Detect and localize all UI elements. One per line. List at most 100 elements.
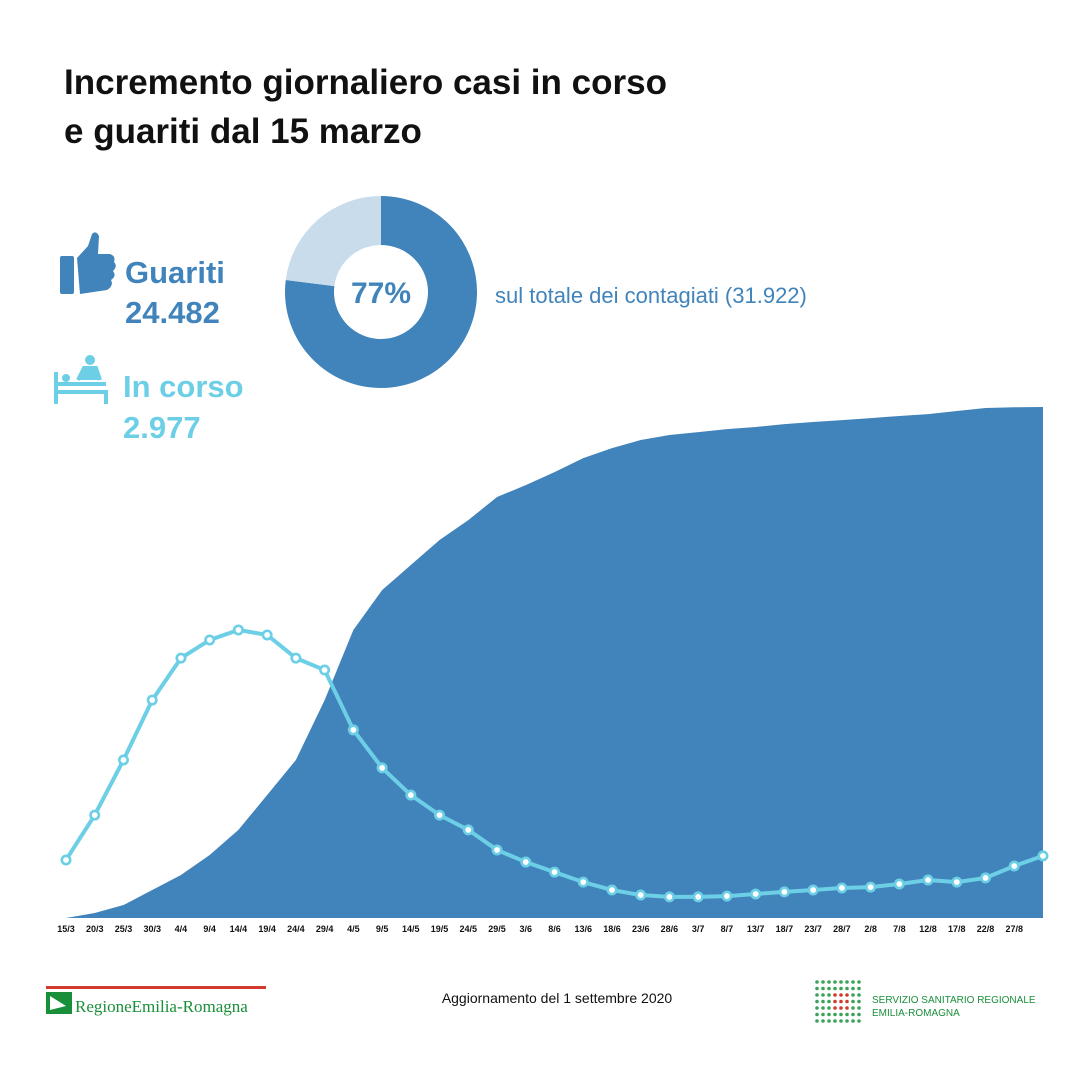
logo-dot: [857, 993, 861, 997]
logo-dot: [815, 980, 819, 984]
legend-total: 24.482: [125, 295, 220, 330]
logo-dot: [839, 1019, 843, 1023]
point: [117, 754, 129, 766]
x-tick-label: 9/4: [203, 924, 216, 934]
x-tick-label: 18/6: [603, 924, 621, 934]
point: [980, 872, 992, 884]
logo-dot: [851, 1012, 855, 1017]
point: [1008, 860, 1020, 872]
x-tick-label: 13/7: [747, 924, 765, 934]
point: [692, 891, 704, 903]
point: [347, 724, 359, 736]
point: [261, 629, 273, 641]
logo-dot: [833, 1019, 837, 1023]
logo-dot: [821, 1019, 825, 1023]
logo-text: SERVIZIO SANITARIO REGIONALE: [872, 995, 1036, 1006]
donut-slice: [285, 196, 478, 388]
point: [836, 882, 848, 894]
logo-dot: [851, 993, 855, 997]
logo-dot: [833, 980, 837, 984]
logo-dot: [827, 980, 831, 984]
logo-dot: [815, 1012, 819, 1017]
title-line: e guariti dal 15 marzo: [64, 112, 422, 151]
title-line: Incremento giornaliero casi in corso: [64, 63, 667, 102]
logo-dot: [851, 986, 855, 991]
legend-label: In corso: [123, 369, 244, 404]
logo-dot: [839, 999, 843, 1004]
logo-dot: [821, 980, 825, 984]
point: [778, 886, 790, 898]
area: [66, 406, 1043, 918]
logo-dot: [851, 999, 855, 1004]
logo-dot: [857, 999, 861, 1004]
point: [462, 824, 474, 836]
point: [204, 634, 216, 646]
donut-slice: [285, 196, 381, 287]
x-tick-label: 19/5: [431, 924, 449, 934]
logo-dot: [827, 1012, 831, 1017]
x-tick-label: 28/6: [661, 924, 679, 934]
logo-dot: [857, 980, 861, 984]
logo-dot: [845, 1012, 849, 1017]
logo-dot: [821, 1012, 825, 1017]
logo-dot: [827, 986, 831, 991]
logo-dot: [833, 999, 837, 1004]
logo-dot: [851, 1006, 855, 1010]
point: [635, 889, 647, 901]
logo-dot: [839, 1006, 843, 1010]
logo-dot: [821, 993, 825, 997]
logo-dot: [845, 993, 849, 997]
logo-dot: [827, 999, 831, 1004]
x-tick-label: 23/7: [804, 924, 822, 934]
donut-label: 77%: [351, 277, 411, 310]
logo-dot: [821, 1006, 825, 1010]
x-tick-label: 4/5: [347, 924, 360, 934]
logo-dot: [815, 986, 819, 991]
x-tick-label: 19/4: [258, 924, 276, 934]
x-tick-label: 30/3: [143, 924, 161, 934]
logo-dot: [827, 1019, 831, 1023]
point: [577, 876, 589, 888]
logo-dot: [815, 1006, 819, 1010]
logo-text: EMILIA-ROMAGNA: [872, 1008, 960, 1019]
point: [951, 876, 963, 888]
x-tick-label: 8/6: [548, 924, 561, 934]
point: [606, 884, 618, 896]
point: [405, 789, 417, 801]
point: [232, 624, 244, 636]
logo-dot: [833, 1006, 837, 1010]
donut: 77%: [285, 196, 478, 388]
logo-dot: [845, 1006, 849, 1010]
point: [865, 881, 877, 893]
x-tick-label: 27/8: [1005, 924, 1023, 934]
x-tick-label: 12/8: [919, 924, 937, 934]
logo-dot: [857, 986, 861, 991]
x-tick-label: 9/5: [376, 924, 389, 934]
logo-dot: [815, 999, 819, 1004]
logo-dot: [857, 1012, 861, 1017]
logo-dot: [821, 986, 825, 991]
logo-dot: [827, 993, 831, 997]
logo-dot: [815, 993, 819, 997]
plot: 15/3 20/3 25/3 30/3 4/4 9/4 14/4 19/4 24/4 29/4 4/…: [57, 406, 1049, 934]
logo-dot: [845, 999, 849, 1004]
point: [175, 652, 187, 664]
point: [663, 891, 675, 903]
x-tick-label: 13/6: [574, 924, 592, 934]
x-tick-label: 24/5: [460, 924, 478, 934]
logo-dot: [839, 980, 843, 984]
x-tick-label: 3/6: [520, 924, 533, 934]
logo-text: RegioneEmilia-Romagna: [75, 997, 248, 1016]
point: [290, 652, 302, 664]
logo-dot: [845, 986, 849, 991]
thumbs-up-icon: [60, 232, 116, 294]
x-tick-label: 8/7: [721, 924, 734, 934]
point: [60, 854, 72, 866]
x-tick-label: 29/5: [488, 924, 506, 934]
x-tick-label: 18/7: [776, 924, 794, 934]
point: [1037, 850, 1049, 862]
point: [491, 844, 503, 856]
point: [520, 856, 532, 868]
